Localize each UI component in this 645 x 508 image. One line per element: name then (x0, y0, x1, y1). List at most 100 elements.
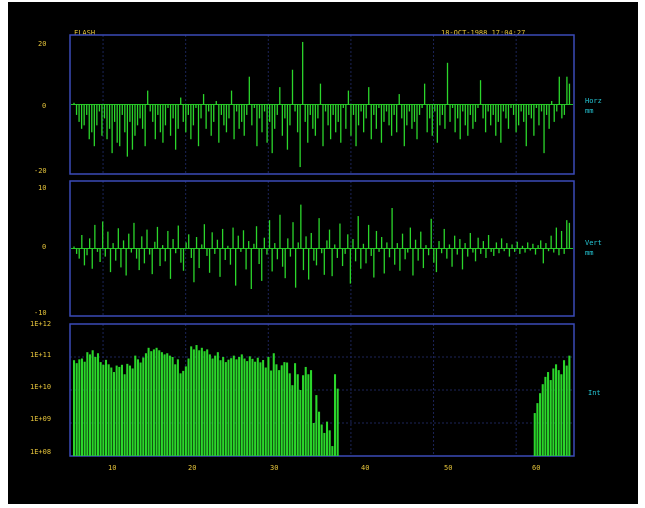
bar-2-88 (307, 374, 310, 456)
bar-2-43 (187, 358, 190, 456)
bar-2-57 (224, 362, 227, 456)
bar-2-60 (232, 355, 235, 456)
bar-2-62 (238, 357, 241, 456)
panel-frame-1 (69, 180, 575, 317)
bar-2-84 (296, 374, 299, 456)
bar-2-68 (254, 361, 257, 456)
bar-2-69 (256, 357, 259, 456)
horz-ytick-top: 20 (38, 40, 47, 48)
int-side-label: Int (588, 389, 601, 397)
bar-2-4 (83, 361, 86, 456)
bar-2-11 (102, 364, 105, 456)
bar-2-51 (208, 354, 211, 456)
vert-unit-label: mm (585, 249, 594, 257)
bar-2-16 (115, 365, 118, 456)
bar-2-72 (264, 367, 267, 456)
bar-2-180 (552, 368, 555, 456)
xtick-20: 20 (188, 464, 197, 472)
int-ytick-1e11: 1E+11 (30, 351, 52, 359)
bar-2-71 (262, 360, 265, 456)
bar-2-0 (73, 360, 76, 456)
bar-2-42 (184, 366, 187, 456)
bar-2-181 (555, 364, 558, 456)
bar-2-44 (190, 346, 193, 456)
bar-2-175 (539, 393, 542, 456)
bar-2-80 (286, 362, 289, 456)
bar-2-41 (182, 370, 185, 456)
bar-2-49 (203, 351, 206, 456)
vert-side-label: Vert (585, 239, 602, 247)
bar-2-185 (565, 365, 568, 456)
bar-2-179 (549, 380, 552, 456)
bar-2-18 (120, 364, 123, 456)
bar-2-14 (110, 367, 113, 456)
bar-2-1 (75, 363, 78, 456)
bar-2-38 (174, 364, 177, 456)
bar-2-74 (270, 370, 273, 456)
bar-2-99 (336, 388, 339, 456)
bar-2-91 (315, 395, 318, 456)
bar-2-83 (294, 363, 297, 456)
bar-2-54 (216, 352, 219, 456)
bar-2-77 (278, 370, 281, 456)
bar-2-33 (160, 352, 163, 456)
display-label: FLASH (74, 29, 96, 37)
bar-2-65 (246, 361, 249, 456)
bar-2-13 (107, 364, 110, 456)
bar-2-173 (533, 413, 536, 456)
bar-2-35 (166, 353, 169, 456)
horz-side-label: Horz (585, 97, 602, 105)
bar-2-50 (206, 349, 209, 456)
bar-2-6 (88, 354, 92, 456)
bar-2-25 (139, 362, 142, 456)
bar-2-98 (333, 374, 337, 456)
xtick-40: 40 (361, 464, 370, 472)
bar-2-97 (331, 446, 334, 456)
bar-2-56 (222, 357, 225, 456)
bar-2-178 (547, 372, 550, 456)
bar-2-61 (235, 359, 238, 456)
bar-2-53 (214, 355, 217, 456)
bar-2-48 (200, 347, 203, 456)
bar-2-9 (96, 353, 100, 456)
bar-2-92 (318, 411, 321, 456)
bar-2-86 (302, 375, 305, 456)
bar-2-24 (136, 359, 139, 456)
bar-2-58 (227, 359, 230, 456)
bar-2-64 (243, 358, 246, 456)
bar-2-79 (283, 362, 286, 456)
bar-2-96 (328, 430, 331, 456)
bar-2-183 (560, 374, 563, 456)
bar-2-55 (219, 360, 222, 456)
bar-2-66 (248, 356, 251, 456)
bar-2-2 (78, 359, 81, 456)
bar-2-45 (192, 349, 195, 456)
int-ytick-1e12: 1E+12 (30, 320, 52, 328)
bar-2-78 (280, 365, 283, 456)
timestamp: 18-OCT-1988 17:04:27 (441, 29, 526, 37)
bar-2-90 (312, 423, 315, 456)
bar-2-52 (211, 358, 214, 456)
bar-2-30 (152, 349, 155, 456)
bar-2-75 (272, 353, 275, 456)
bar-2-10 (99, 362, 102, 456)
xtick-60: 60 (532, 464, 541, 472)
bar-2-17 (118, 366, 121, 456)
bar-2-95 (325, 421, 329, 456)
bar-2-89 (310, 370, 313, 456)
bar-2-29 (150, 351, 153, 456)
bar-2-26 (142, 357, 145, 456)
bar-2-47 (198, 350, 201, 456)
int-ytick-1e09: 1E+09 (30, 415, 52, 423)
bar-2-176 (541, 384, 544, 456)
bar-2-28 (147, 347, 150, 456)
int-ytick-1e10: 1E+10 (30, 383, 52, 391)
vert-ytick-mid: 0 (42, 243, 47, 251)
bar-2-85 (299, 390, 302, 456)
bar-2-39 (176, 359, 179, 456)
panel-frame-0 (69, 34, 575, 175)
bar-2-174 (536, 403, 539, 456)
bar-2-20 (126, 363, 129, 456)
bar-2-186 (568, 355, 571, 456)
